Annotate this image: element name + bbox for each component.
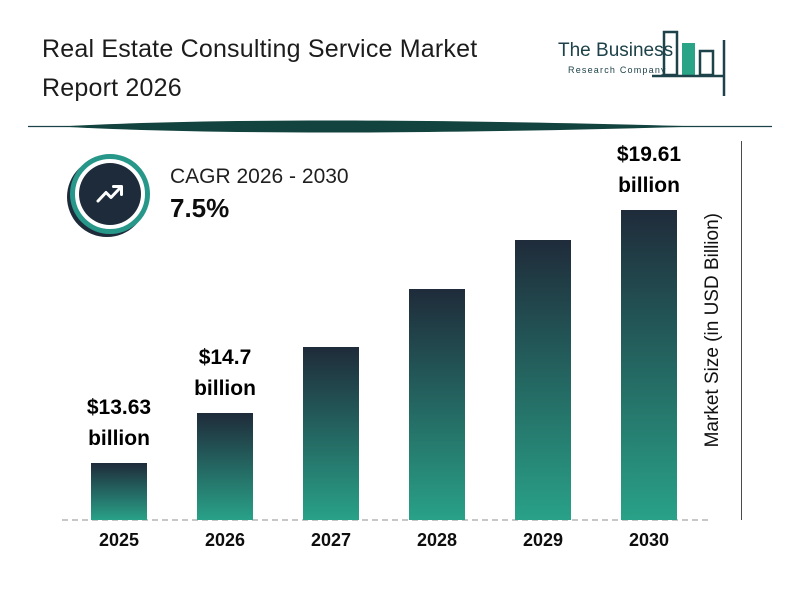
logo-text-primary: The Business bbox=[558, 40, 673, 61]
x-axis-label-2030: 2030 bbox=[628, 530, 670, 550]
cagr-trend-icon bbox=[70, 154, 150, 234]
bar-column-2026: $14.7 billion bbox=[172, 342, 278, 520]
logo-text-secondary: Research Company bbox=[568, 65, 667, 75]
cagr-texts: CAGR 2026 - 2030 7.5% bbox=[170, 165, 349, 224]
cagr-label: CAGR 2026 - 2030 bbox=[170, 164, 349, 188]
bar-column-2030: $19.61 billion bbox=[596, 139, 702, 520]
page-title-line-2: Report 2026 bbox=[42, 74, 182, 102]
bar-chart: $13.63 billion $14.7 billion $19.61 billion bbox=[66, 140, 702, 520]
page-title: Real Estate Consulting Service Market Re… bbox=[42, 30, 477, 108]
x-axis-label-2027: 2027 bbox=[310, 530, 352, 550]
cagr-badge: CAGR 2026 - 2030 7.5% bbox=[70, 154, 349, 234]
x-axis-label-2026: 2026 bbox=[204, 530, 246, 550]
bar-value-label: $14.7 billion bbox=[194, 346, 256, 400]
divider-line bbox=[28, 120, 772, 133]
bar-column-2029 bbox=[490, 231, 596, 520]
bar-column-2028 bbox=[384, 280, 490, 520]
x-axis-labels: 2025 2026 2027 2028 2029 2030 bbox=[66, 530, 702, 551]
bar-2030 bbox=[621, 210, 677, 520]
bar-2029 bbox=[515, 240, 571, 520]
bar-2026 bbox=[197, 413, 253, 520]
bar-value-label: $13.63 billion bbox=[86, 396, 152, 450]
bar-column-2025: $13.63 billion bbox=[66, 392, 172, 520]
x-axis-baseline bbox=[62, 519, 708, 521]
x-axis-label-2028: 2028 bbox=[416, 530, 458, 550]
bar-column-2027 bbox=[278, 338, 384, 520]
trend-up-icon bbox=[79, 163, 141, 225]
logo-bar-chart-icon bbox=[652, 30, 726, 96]
x-axis-label-2025: 2025 bbox=[98, 530, 140, 550]
bar-2025 bbox=[91, 463, 147, 520]
y-axis-title: Market Size (in USD Billion) bbox=[702, 140, 724, 520]
company-logo: The Business Research Company bbox=[548, 28, 748, 111]
bar-2028 bbox=[409, 289, 465, 520]
page-title-line-1: Real Estate Consulting Service Market bbox=[42, 35, 478, 63]
y-axis-title-text: Market Size (in USD Billion) bbox=[702, 212, 723, 448]
bar-value-label: $19.61 billion bbox=[616, 143, 682, 197]
y-axis-line bbox=[741, 141, 742, 520]
bars-container: $13.63 billion $14.7 billion $19.61 billion bbox=[66, 140, 702, 520]
bar-2027 bbox=[303, 347, 359, 520]
x-axis-label-2029: 2029 bbox=[522, 530, 564, 550]
cagr-value: 7.5% bbox=[170, 192, 230, 223]
logo-graphic: The Business Research Company bbox=[558, 30, 726, 96]
